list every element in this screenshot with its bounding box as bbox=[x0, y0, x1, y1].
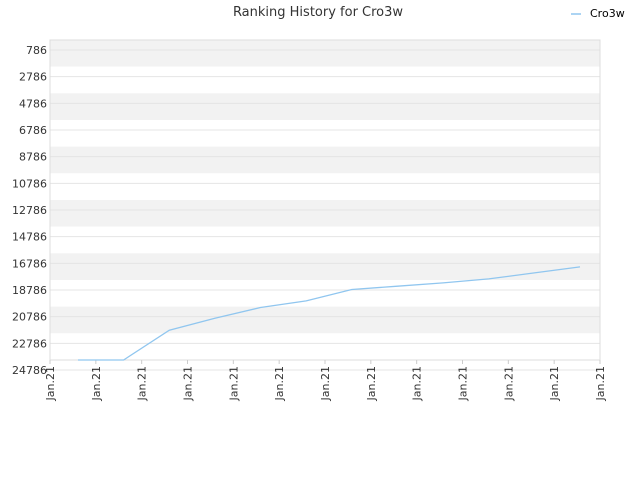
y-tick-label: 2786 bbox=[19, 71, 47, 84]
x-tick-label: Jan.21 bbox=[457, 366, 470, 401]
x-axis-ticks: Jan.21 Jan.21 Jan.21 Jan.21 Jan.21 Jan.21 Jan.… bbox=[44, 360, 607, 401]
x-tick-label: Jan.21 bbox=[136, 366, 149, 401]
y-tick-label: 6786 bbox=[19, 124, 47, 137]
x-tick-label: Jan.21 bbox=[319, 366, 332, 401]
plot-band bbox=[50, 280, 600, 307]
chart-title: Ranking History for Cro3w bbox=[233, 5, 403, 20]
x-tick-label: Jan.21 bbox=[227, 366, 240, 401]
x-tick-label: Jan.21 bbox=[502, 366, 515, 401]
series-layer bbox=[78, 266, 581, 361]
x-tick-label: Jan.21 bbox=[411, 366, 424, 401]
y-tick-label: 24786 bbox=[12, 364, 47, 377]
plot-band bbox=[50, 93, 600, 120]
y-tick-label: 4786 bbox=[19, 97, 47, 110]
plot-band bbox=[50, 120, 600, 147]
series-line-cro3w[interactable] bbox=[78, 266, 581, 361]
plot-band bbox=[50, 200, 600, 227]
x-tick-label: Jan.21 bbox=[90, 366, 103, 401]
plot-bands bbox=[50, 40, 600, 360]
y-tick-label: 10786 bbox=[12, 177, 47, 190]
y-tick-label: 16786 bbox=[12, 257, 47, 270]
plot-band bbox=[50, 253, 600, 280]
plot-gridlines bbox=[50, 49, 600, 371]
plot-band bbox=[50, 66, 600, 94]
x-tick-label: Jan.21 bbox=[273, 366, 286, 401]
y-tick-label: 18786 bbox=[12, 284, 47, 297]
y-axis-ticks: 786 2786 4786 6786 8786 10786 12786 14786 16786 1… bbox=[12, 44, 47, 377]
plot-band bbox=[50, 173, 600, 200]
plot-band bbox=[50, 40, 600, 67]
plot-band bbox=[50, 226, 600, 254]
x-tick-label: Jan.21 bbox=[548, 366, 561, 401]
x-tick-label: Jan.21 bbox=[182, 366, 195, 401]
plot-band bbox=[50, 306, 600, 334]
x-tick-label: Jan.21 bbox=[44, 366, 57, 401]
legend-label-cro3w: Cro3w bbox=[590, 7, 625, 20]
y-tick-label: 786 bbox=[26, 44, 47, 57]
plot-band bbox=[50, 333, 600, 360]
y-tick-label: 8786 bbox=[19, 151, 47, 164]
y-tick-label: 14786 bbox=[12, 231, 47, 244]
y-tick-label: 20786 bbox=[12, 311, 47, 324]
plot-band bbox=[50, 146, 600, 174]
x-tick-label: Jan.21 bbox=[365, 366, 378, 401]
x-tick-label: Jan.21 bbox=[594, 366, 607, 401]
y-tick-label: 22786 bbox=[12, 337, 47, 350]
y-tick-label: 12786 bbox=[12, 204, 47, 217]
legend[interactable]: Cro3w bbox=[571, 7, 625, 20]
